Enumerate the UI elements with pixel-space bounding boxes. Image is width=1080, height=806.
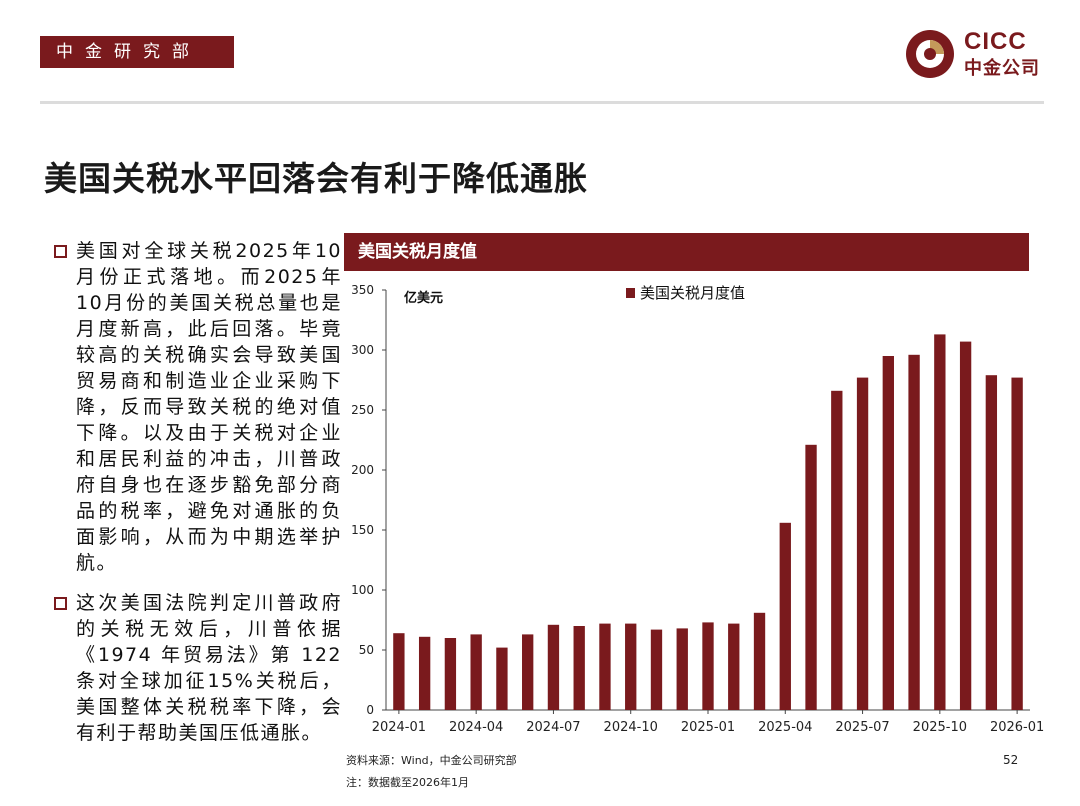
- note-text: 注：数据截至2026年1月: [346, 776, 469, 789]
- page-title: 美国关税水平回落会有利于降低通胀: [44, 159, 588, 198]
- y-tick-label: 150: [351, 523, 374, 537]
- bar-2025-11: [959, 341, 972, 710]
- bullet-text: 这次美国法院判定川普政府的关税无效后，川普依据《1974 年贸易法》第 122 …: [76, 592, 342, 744]
- bullet-item: 这次美国法院判定川普政府的关税无效后，川普依据《1974 年贸易法》第 122 …: [52, 590, 342, 746]
- bar-2025-01: [702, 622, 714, 710]
- page-number: 52: [1003, 753, 1019, 767]
- bar-2024-11: [650, 629, 663, 710]
- bar-2024-12: [676, 628, 688, 710]
- cicc-logo: CICC 中金公司: [904, 26, 1054, 82]
- chart-title-bar: 美国关税月度值: [344, 233, 1029, 271]
- cicc-logo-icon: [906, 30, 954, 78]
- bar-2024-10: [625, 623, 637, 710]
- bar-2024-01: [393, 633, 405, 710]
- x-tick-label: 2026-01: [990, 720, 1044, 735]
- y-tick-label: 350: [351, 283, 374, 297]
- logo-text-cn: 中金公司: [964, 58, 1040, 79]
- bar-2025-04: [779, 522, 791, 710]
- y-tick-label: 0: [366, 703, 374, 717]
- source-text: 资料来源：Wind，中金公司研究部: [346, 754, 517, 767]
- bullet-item: 美国对全球关税2025年10月份正式落地。而2025年10月份的美国关税总量也是…: [52, 238, 342, 576]
- x-tick-label: 2024-10: [604, 720, 658, 735]
- legend-label: 美国关税月度值: [640, 284, 745, 302]
- tariff-bar-chart: 0 50 100 150 200 250 300 350 2024-01 2024-04 2024-…: [351, 283, 1044, 735]
- bar-2025-09: [908, 354, 920, 710]
- bar-2025-12: [985, 375, 998, 710]
- bar-2024-08: [573, 626, 585, 710]
- legend-swatch: [626, 288, 635, 298]
- bullet-list: 美国对全球关税2025年10月份正式落地。而2025年10月份的美国关税总量也是…: [52, 238, 342, 760]
- y-tick-label: 100: [351, 583, 374, 597]
- header-divider: [40, 101, 1044, 104]
- bar-2024-05: [496, 647, 508, 710]
- x-tick-label: 2024-07: [526, 720, 580, 735]
- x-tick-label: 2024-01: [372, 720, 426, 735]
- x-tick-label: 2025-01: [681, 720, 735, 735]
- department-tag: 中金研究部: [40, 36, 234, 68]
- x-tick-label: 2025-04: [758, 720, 812, 735]
- bar-2026-01: [1011, 377, 1023, 710]
- bar-2024-03: [444, 638, 457, 710]
- y-unit-label: 亿美元: [404, 290, 443, 306]
- y-tick-label: 250: [351, 403, 374, 417]
- bar-2024-04: [470, 634, 482, 710]
- x-tick-label: 2024-04: [449, 720, 503, 735]
- logo-text-en: CICC: [964, 28, 1027, 55]
- bar-2024-06: [522, 634, 534, 710]
- bar-2024-07: [547, 624, 560, 710]
- bar-2025-05: [805, 444, 817, 710]
- bar-2025-03: [753, 612, 766, 710]
- bar-2024-09: [599, 623, 611, 710]
- y-tick-label: 50: [359, 643, 374, 657]
- bar-2025-07: [856, 377, 869, 710]
- bar-2025-10: [934, 334, 946, 710]
- bullet-text: 美国对全球关税2025年10月份正式落地。而2025年10月份的美国关税总量也是…: [76, 240, 342, 574]
- bullet-square-icon: [54, 597, 67, 610]
- bar-2024-02: [418, 636, 431, 710]
- bar-2025-08: [882, 356, 894, 710]
- y-tick-label: 200: [351, 463, 374, 477]
- y-tick-label: 300: [351, 343, 374, 357]
- x-tick-label: 2025-07: [835, 720, 889, 735]
- x-tick-label: 2025-10: [913, 720, 967, 735]
- bullet-square-icon: [54, 245, 67, 258]
- bar-2025-02: [728, 623, 740, 710]
- bar-2025-06: [831, 390, 843, 710]
